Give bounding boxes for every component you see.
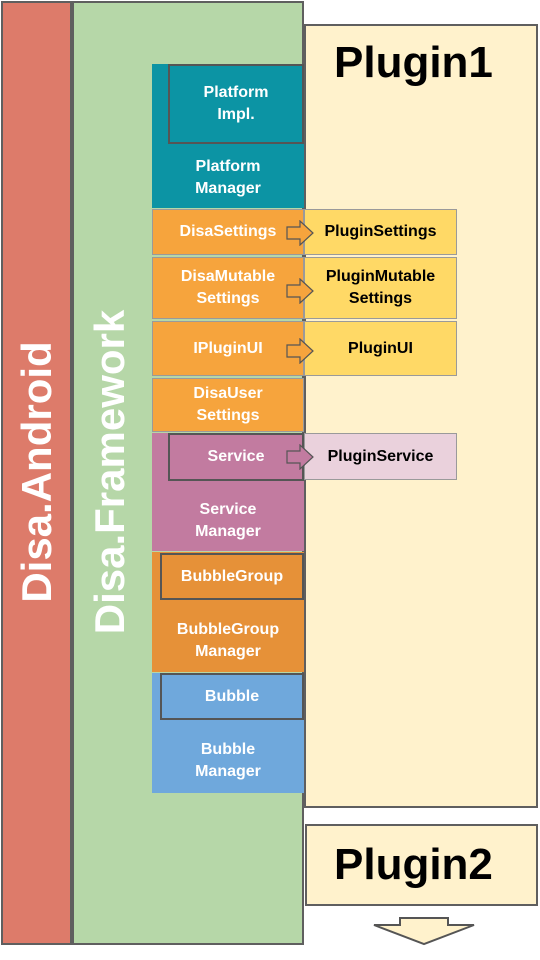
- arrow-mutable-settings-icon: [286, 278, 314, 304]
- arrow-plugin-ui-icon: [286, 338, 314, 364]
- android-layer: [1, 1, 72, 945]
- plugin2-container: [305, 824, 538, 906]
- platform-manager-block: Platform Manager: [195, 158, 261, 197]
- arrow-service-icon: [286, 444, 314, 470]
- disa-mutable-settings-block: DisaMutable Settings: [152, 257, 304, 319]
- plugin1-container: [304, 24, 538, 808]
- arrow-settings-icon: [286, 220, 314, 246]
- bubble-manager-block: Bubble Manager: [195, 741, 261, 780]
- plugin1-title: Plugin1: [334, 38, 493, 87]
- plugin2-title: Plugin2: [334, 840, 493, 889]
- framework-layer-label: Disa.Framework: [86, 309, 133, 635]
- down-arrow-icon: [373, 917, 475, 946]
- bubble-group-manager-block: BubbleGroup Manager: [176, 621, 280, 660]
- plugin-ui-block: PluginUI: [304, 321, 457, 376]
- plugin-settings-block: PluginSettings: [304, 209, 457, 255]
- bubble-group-block: BubbleGroup: [160, 553, 304, 600]
- service-manager-block: Service Manager: [195, 501, 261, 540]
- plugin-mutable-settings-block: PluginMutable Settings: [304, 257, 457, 319]
- iplugin-ui-block: IPluginUI: [152, 321, 304, 376]
- android-layer-label: Disa.Android: [13, 341, 60, 603]
- service-block: Service: [168, 433, 304, 481]
- platform-impl-block: Platform Impl.: [168, 64, 304, 144]
- bubble-block: Bubble: [160, 673, 304, 720]
- disa-settings-block: DisaSettings: [152, 209, 304, 255]
- plugin-service-block: PluginService: [304, 433, 457, 480]
- disa-user-settings-block: DisaUser Settings: [152, 378, 304, 432]
